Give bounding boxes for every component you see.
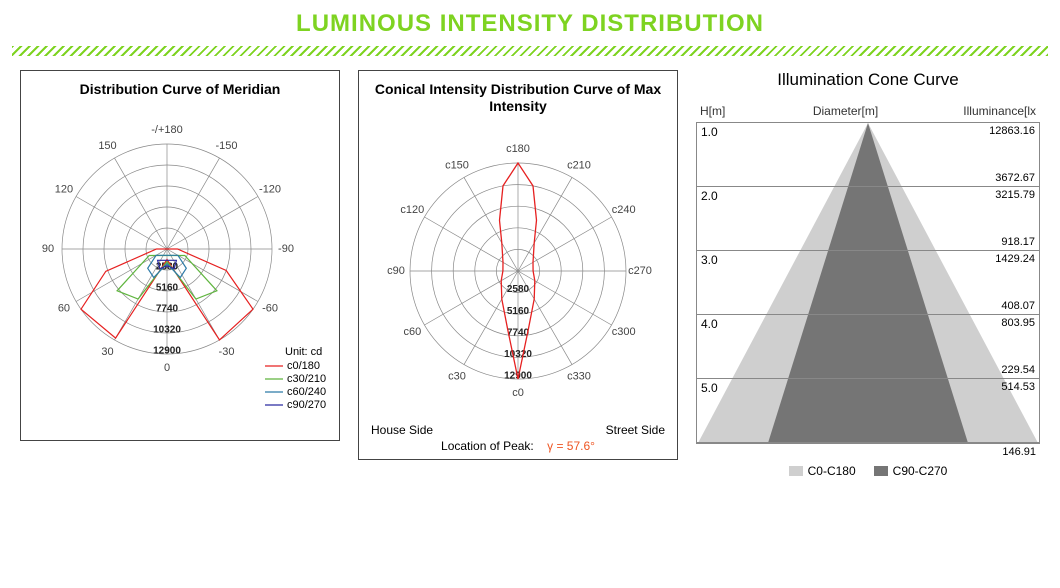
conical-footer: House Side Street Side (365, 421, 671, 437)
svg-text:c60/240: c60/240 (287, 386, 326, 398)
divider-hatch (12, 46, 1048, 56)
svg-text:c30/210: c30/210 (287, 373, 326, 385)
panels-row: Distribution Curve of Meridian -/+180 150… (0, 70, 1060, 478)
cone-v1: 12863.16 (989, 125, 1035, 137)
svg-text:Unit: cd: Unit: cd (285, 346, 322, 358)
conical-title: Conical Intensity Distribution Curve of … (365, 81, 671, 115)
page-header: LUMINOUS INTENSITY DISTRIBUTION (0, 0, 1060, 40)
svg-text:c90/270: c90/270 (287, 399, 326, 411)
house-side-label: House Side (371, 423, 433, 437)
svg-text:10320: 10320 (153, 324, 181, 335)
svg-text:90: 90 (42, 243, 54, 255)
cone-legend-item-1: C90-C270 (874, 464, 948, 478)
svg-text:c30: c30 (448, 370, 466, 382)
svg-text:7740: 7740 (156, 303, 179, 314)
svg-text:-/+180: -/+180 (151, 124, 183, 136)
svg-text:5160: 5160 (156, 282, 179, 293)
svg-text:60: 60 (58, 302, 70, 314)
cone-v2: 918.17 (1001, 236, 1035, 248)
cone-h: 2.0 (701, 189, 718, 203)
svg-text:10320: 10320 (504, 349, 532, 360)
legend-label: C0-C180 (808, 464, 856, 478)
cone-head: H[m] Diameter[m] Illuminance[lx (696, 104, 1040, 122)
cone-v1: 3215.79 (995, 189, 1035, 201)
meridian-title: Distribution Curve of Meridian (27, 81, 333, 98)
conical-panel: Conical Intensity Distribution Curve of … (358, 70, 678, 460)
svg-text:120: 120 (55, 183, 73, 195)
svg-text:2580: 2580 (507, 284, 530, 295)
cone-i-label: Illuminance[lx (946, 104, 1036, 118)
cone-h: 1.0 (701, 125, 718, 139)
page-title: LUMINOUS INTENSITY DISTRIBUTION (0, 10, 1060, 38)
svg-text:c270: c270 (628, 265, 652, 277)
cone-d-label: Diameter[m] (745, 104, 946, 118)
cone-v1: 1429.24 (995, 253, 1035, 265)
svg-text:c90: c90 (387, 265, 405, 277)
svg-text:c330: c330 (567, 370, 591, 382)
cone-legend-item-0: C0-C180 (789, 464, 856, 478)
cone-panel: Illumination Cone Curve H[m] Diameter[m]… (696, 70, 1040, 478)
svg-text:12900: 12900 (153, 345, 181, 356)
conical-chart: c180 c150 c120 c90 c60 c30 c0 c330 c300 c270 c240 c… (365, 121, 671, 421)
svg-text:-90: -90 (278, 243, 294, 255)
cone-grid: 1.0 12863.16 3672.67 2.0 3215.79 918.17 3.0 142… (696, 122, 1040, 444)
legend-label: C90-C270 (893, 464, 948, 478)
svg-text:c0/180: c0/180 (287, 360, 320, 372)
svg-text:-150: -150 (215, 140, 237, 152)
svg-text:c210: c210 (567, 159, 591, 171)
cone-h: 3.0 (701, 253, 718, 267)
svg-text:-60: -60 (262, 302, 278, 314)
svg-text:-30: -30 (219, 346, 235, 358)
cone-v2: 3672.67 (995, 172, 1035, 184)
svg-text:5160: 5160 (507, 305, 530, 316)
cone-v2: 229.54 (1001, 364, 1035, 376)
legend-swatch (874, 466, 888, 476)
svg-text:c240: c240 (612, 204, 636, 216)
cone-v1: 803.95 (1001, 317, 1035, 329)
cone-h-label: H[m] (700, 104, 745, 118)
svg-text:0: 0 (164, 362, 170, 374)
street-side-label: Street Side (606, 423, 665, 437)
svg-text:150: 150 (98, 140, 116, 152)
svg-text:c150: c150 (445, 159, 469, 171)
peak-row: Location of Peak: γ = 57.6° (365, 437, 671, 453)
cone-h: 5.0 (701, 381, 718, 395)
svg-text:c60: c60 (403, 326, 421, 338)
meridian-panel: Distribution Curve of Meridian -/+180 150… (20, 70, 340, 441)
svg-text:c300: c300 (612, 326, 636, 338)
peak-label: Location of Peak: (441, 439, 534, 453)
cone-title: Illumination Cone Curve (696, 70, 1040, 90)
svg-text:c180: c180 (506, 143, 530, 155)
svg-text:c0: c0 (512, 387, 524, 399)
meridian-chart: -/+1801501209060300-30-60-90-120-1502580… (27, 104, 333, 434)
svg-text:30: 30 (101, 346, 113, 358)
legend-swatch (789, 466, 803, 476)
svg-text:c120: c120 (400, 204, 424, 216)
cone-v2: 408.07 (1001, 300, 1035, 312)
svg-text:-120: -120 (259, 183, 281, 195)
cone-v1: 514.53 (1001, 381, 1035, 393)
cone-h: 4.0 (701, 317, 718, 331)
peak-value: γ = 57.6° (547, 439, 595, 453)
cone-legend: C0-C180 C90-C270 (696, 464, 1040, 478)
